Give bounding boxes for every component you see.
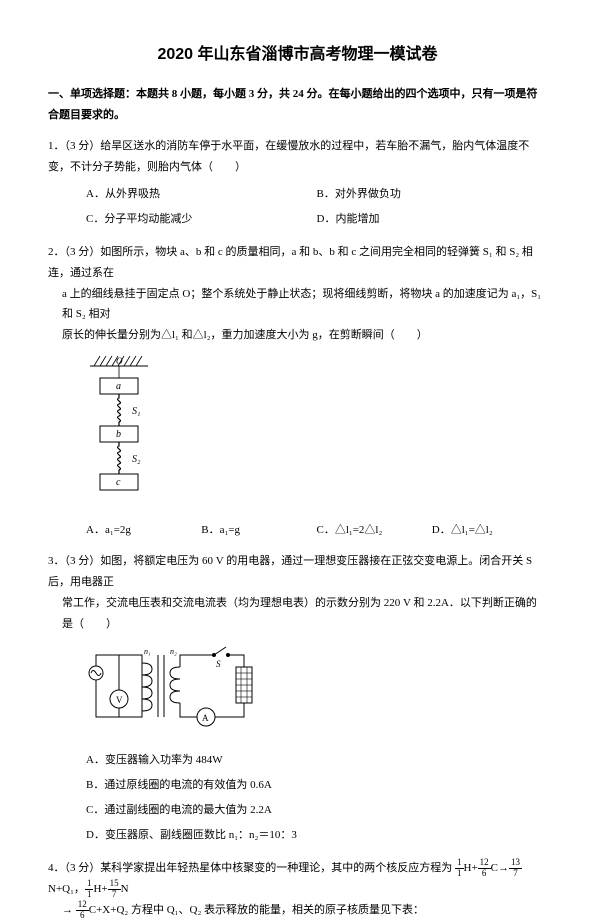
question-3: 3．（3 分）如图，将额定电压为 60 V 的用电器，通过一理想变压器接在正弦交… <box>48 551 547 848</box>
section-header: 一、单项选择题：本题共 8 小题，每小题 3 分，共 24 分。在每小题给出的四… <box>48 84 547 126</box>
q3-opt-c: C．通过副线圈的电流的最大值为 2.2A <box>86 798 547 823</box>
question-4: 4．（3 分）某科学家提出年轻热星体中核聚变的一种理论，其中的两个核反应方程为 … <box>48 858 547 921</box>
q2-options: A．a₁=2g B．a₁=g C．△l₁=2△l₂ D．△l₁=△l₂ <box>48 520 547 541</box>
q3-options: A．变压器输入功率为 484W B．通过原线圈的电流的有效值为 0.6A C．通… <box>48 748 547 848</box>
q1-opt-c: C．分子平均动能减少 <box>86 207 317 232</box>
question-1: 1．（3 分）给旱区送水的消防车停于水平面，在缓慢放水的过程中，若车胎不漏气，胎… <box>48 136 547 232</box>
svg-text:A: A <box>202 713 209 723</box>
page-title: 2020 年山东省淄博市高考物理一模试卷 <box>48 40 547 70</box>
q2-opt-d: D．△l₁=△l₂ <box>432 520 547 541</box>
q2-stem-line3: 原长的伸长量分别为△l₁ 和△l₂，重力加速度大小为 g，在剪断瞬间（ ） <box>48 325 547 346</box>
label-o-icon: O <box>116 356 123 366</box>
q1-opt-b: B．对外界做负功 <box>317 182 548 207</box>
q3-opt-b: B．通过原线圈的电流的有效值为 0.6A <box>86 773 547 798</box>
svg-text:S: S <box>216 659 221 669</box>
q3-opt-d: D．变压器原、副线圈匝数比 n₁：n₂＝10：3 <box>86 823 547 848</box>
q2-opt-a: A．a₁=2g <box>86 520 201 541</box>
q1-options: A．从外界吸热 B．对外界做负功 C．分子平均动能减少 D．内能增加 <box>48 182 547 232</box>
q1-opt-a: A．从外界吸热 <box>86 182 317 207</box>
q3-stem-line1: 3．（3 分）如图，将额定电压为 60 V 的用电器，通过一理想变压器接在正弦交… <box>48 551 547 593</box>
svg-text:n₂: n₂ <box>170 647 177 656</box>
q2-stem-line1: 2．（3 分）如图所示，物块 a、b 和 c 的质量相同，a 和 b、b 和 c… <box>48 242 547 284</box>
svg-text:S₁: S₁ <box>132 406 140 417</box>
question-2: 2．（3 分）如图所示，物块 a、b 和 c 的质量相同，a 和 b、b 和 c… <box>48 242 547 541</box>
q4-eq-cont: → 126C+X+Q₂ 方程中 Q₁、Q₂ 表示释放的能量，相关的原子核质量见下… <box>48 900 547 921</box>
q2-figure: O a S₁ b S₂ c <box>86 354 547 512</box>
q2-opt-c: C．△l₁=2△l₂ <box>317 520 432 541</box>
svg-text:V: V <box>116 695 123 705</box>
q2-stem-line2: a 上的细线悬挂于固定点 O；整个系统处于静止状态；现将细线剪断，将物块 a 的… <box>48 284 547 326</box>
q3-figure: V n₁ n₂ S <box>86 643 547 741</box>
q4-tail: 方程中 Q₁、Q₂ 表示释放的能量，相关的原子核质量见下表： <box>131 904 424 916</box>
q1-stem: 1．（3 分）给旱区送水的消防车停于水平面，在缓慢放水的过程中，若车胎不漏气，胎… <box>48 136 547 178</box>
q4-stem: 4．（3 分）某科学家提出年轻热星体中核聚变的一种理论，其中的两个核反应方程为 … <box>48 858 547 900</box>
q2-opt-b: B．a₁=g <box>201 520 316 541</box>
svg-text:S₂: S₂ <box>132 454 141 465</box>
svg-text:a: a <box>116 381 121 392</box>
svg-text:b: b <box>116 429 121 440</box>
q3-stem-line2: 常工作，交流电压表和交流电流表（均为理想电表）的示数分别为 220 V 和 2.… <box>48 593 547 635</box>
q4-stem-text: 4．（3 分）某科学家提出年轻热星体中核聚变的一种理论，其中的两个核反应方程为 <box>48 862 452 874</box>
q3-opt-a: A．变压器输入功率为 484W <box>86 748 547 773</box>
svg-text:c: c <box>116 477 121 488</box>
q1-opt-d: D．内能增加 <box>317 207 548 232</box>
svg-text:n₁: n₁ <box>144 647 151 656</box>
